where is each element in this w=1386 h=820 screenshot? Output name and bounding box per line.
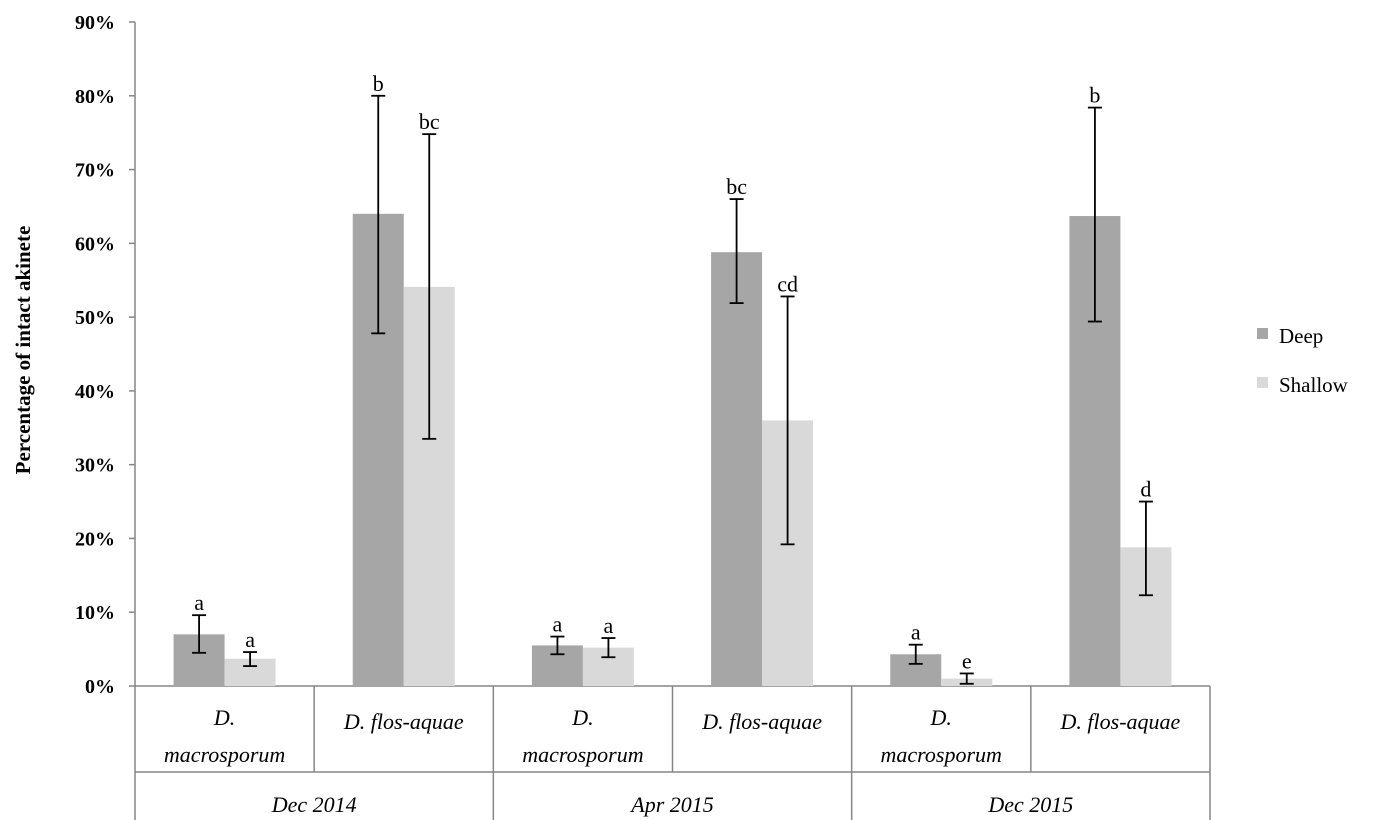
y-axis-title-group: Percentage of intact akinete: [11, 226, 35, 475]
significance-label: bc: [419, 109, 440, 134]
significance-label: a: [194, 590, 204, 615]
y-tick-label: 70%: [75, 160, 115, 182]
significance-label: b: [1089, 83, 1100, 108]
significance-label: a: [911, 620, 921, 645]
y-tick-label: 20%: [75, 528, 115, 550]
category-label: D.: [213, 705, 235, 730]
significance-label: d: [1140, 477, 1151, 502]
significance-label: a: [604, 613, 614, 638]
bar-deep: [711, 252, 763, 687]
legend-label: Shallow: [1279, 373, 1349, 397]
y-axis-title: Percentage of intact akinete: [11, 226, 35, 475]
y-tick-label: 60%: [75, 233, 115, 255]
category-label: macrosporum: [164, 742, 285, 767]
y-tick-label: 30%: [75, 455, 115, 477]
significance-label: e: [962, 648, 972, 673]
significance-label: a: [245, 627, 255, 652]
legend-swatch: [1257, 377, 1268, 388]
group-label: Dec 2015: [987, 792, 1073, 817]
category-label: D.: [571, 705, 593, 730]
significance-label: bc: [726, 174, 747, 199]
category-label: macrosporum: [881, 742, 1002, 767]
category-label: D. flos-aquae: [701, 709, 822, 734]
significance-label: b: [373, 71, 384, 96]
y-tick-label: 80%: [75, 86, 115, 108]
category-label: D. flos-aquae: [1060, 709, 1181, 734]
y-tick-label: 90%: [75, 12, 115, 34]
category-label: D.: [930, 705, 952, 730]
significance-label: a: [553, 612, 563, 637]
category-label: D. flos-aquae: [343, 709, 464, 734]
y-tick-label: 40%: [75, 381, 115, 403]
category-label: macrosporum: [522, 742, 643, 767]
legend-label: Deep: [1279, 324, 1323, 348]
legend-swatch: [1257, 328, 1268, 339]
group-label: Dec 2014: [271, 792, 357, 817]
significance-label: cd: [777, 271, 798, 296]
group-label: Apr 2015: [629, 792, 714, 817]
y-tick-label: 10%: [75, 602, 115, 624]
y-tick-label: 50%: [75, 307, 115, 329]
y-tick-label: 0%: [85, 676, 115, 698]
